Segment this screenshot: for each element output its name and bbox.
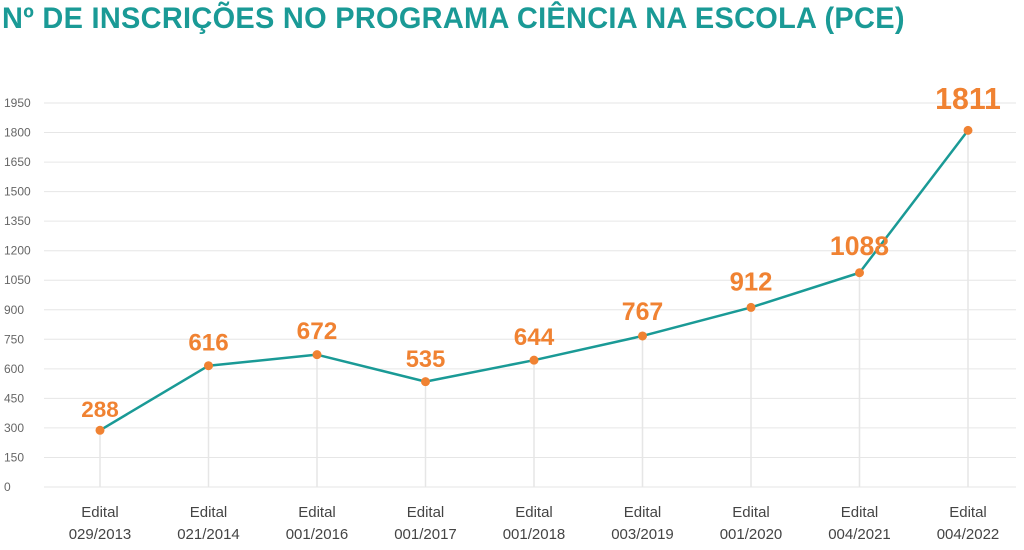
data-label: 288 — [81, 397, 119, 422]
chart-title: Nº DE INSCRIÇÕES NO PROGRAMA CIÊNCIA NA … — [2, 2, 905, 35]
data-points — [95, 125, 973, 435]
y-tick-label: 1500 — [4, 185, 31, 199]
y-tick-label: 1200 — [4, 244, 31, 258]
data-point — [421, 377, 430, 387]
y-tick-label: 900 — [4, 303, 24, 317]
x-tick-label: 001/2016 — [286, 526, 349, 543]
data-point — [746, 302, 756, 312]
data-label: 644 — [514, 324, 555, 351]
data-label: 767 — [622, 298, 664, 326]
x-tick-label: Edital — [81, 504, 119, 521]
data-point — [312, 350, 322, 360]
x-tick-label: 004/2022 — [937, 526, 1000, 543]
y-tick-label: 450 — [4, 391, 24, 405]
data-point — [204, 361, 213, 371]
y-tick-label: 750 — [4, 332, 24, 346]
y-tick-label: 150 — [4, 450, 24, 464]
x-tick-label: 029/2013 — [69, 526, 132, 543]
data-label: 912 — [730, 269, 773, 297]
data-point — [95, 425, 105, 435]
x-tick-label: 021/2014 — [177, 526, 240, 543]
x-axis-ticks: Edital 029/2013 Edital 021/2014 Edital 001/20… — [69, 504, 1000, 543]
y-tick-label: 1350 — [4, 214, 31, 228]
data-point — [529, 355, 539, 365]
y-tick-label: 1650 — [4, 155, 31, 169]
x-tick-label: Edital — [298, 504, 336, 521]
y-tick-label: 0 — [4, 480, 11, 494]
data-labels: 288 616 672 535 644 767 912 1088 1811 — [81, 83, 1001, 422]
y-tick-label: 600 — [4, 362, 24, 376]
x-tick-label: 001/2017 — [394, 526, 457, 543]
x-tick-label: 001/2018 — [503, 526, 566, 543]
x-tick-label: Edital — [841, 504, 879, 521]
x-tick-label: Edital — [515, 504, 553, 521]
x-tick-label: Edital — [190, 504, 228, 521]
y-axis-ticks: 0 150 300 450 600 750 900 1050 1200 1350 1500 1650 1… — [4, 96, 31, 494]
x-tick-label: 001/2020 — [720, 526, 783, 543]
x-tick-label: Edital — [949, 504, 987, 521]
x-tick-label: 003/2019 — [611, 526, 674, 543]
data-point — [855, 268, 864, 278]
y-tick-label: 1950 — [4, 96, 31, 110]
data-label: 1088 — [830, 231, 889, 261]
y-tick-label: 300 — [4, 421, 24, 435]
data-point — [963, 125, 973, 135]
y-tick-label: 1800 — [4, 126, 31, 140]
gridlines — [44, 102, 1016, 488]
data-label: 672 — [297, 318, 338, 345]
data-label: 535 — [406, 347, 446, 373]
x-tick-label: Edital — [732, 504, 770, 521]
y-tick-label: 1050 — [4, 273, 31, 287]
x-tick-label: Edital — [624, 504, 662, 521]
x-tick-label: Edital — [407, 504, 445, 521]
x-tick-label: 004/2021 — [828, 526, 891, 543]
data-label: 1811 — [935, 83, 1001, 116]
drop-lines — [99, 130, 969, 487]
data-point — [638, 331, 647, 341]
data-label: 616 — [188, 330, 228, 357]
